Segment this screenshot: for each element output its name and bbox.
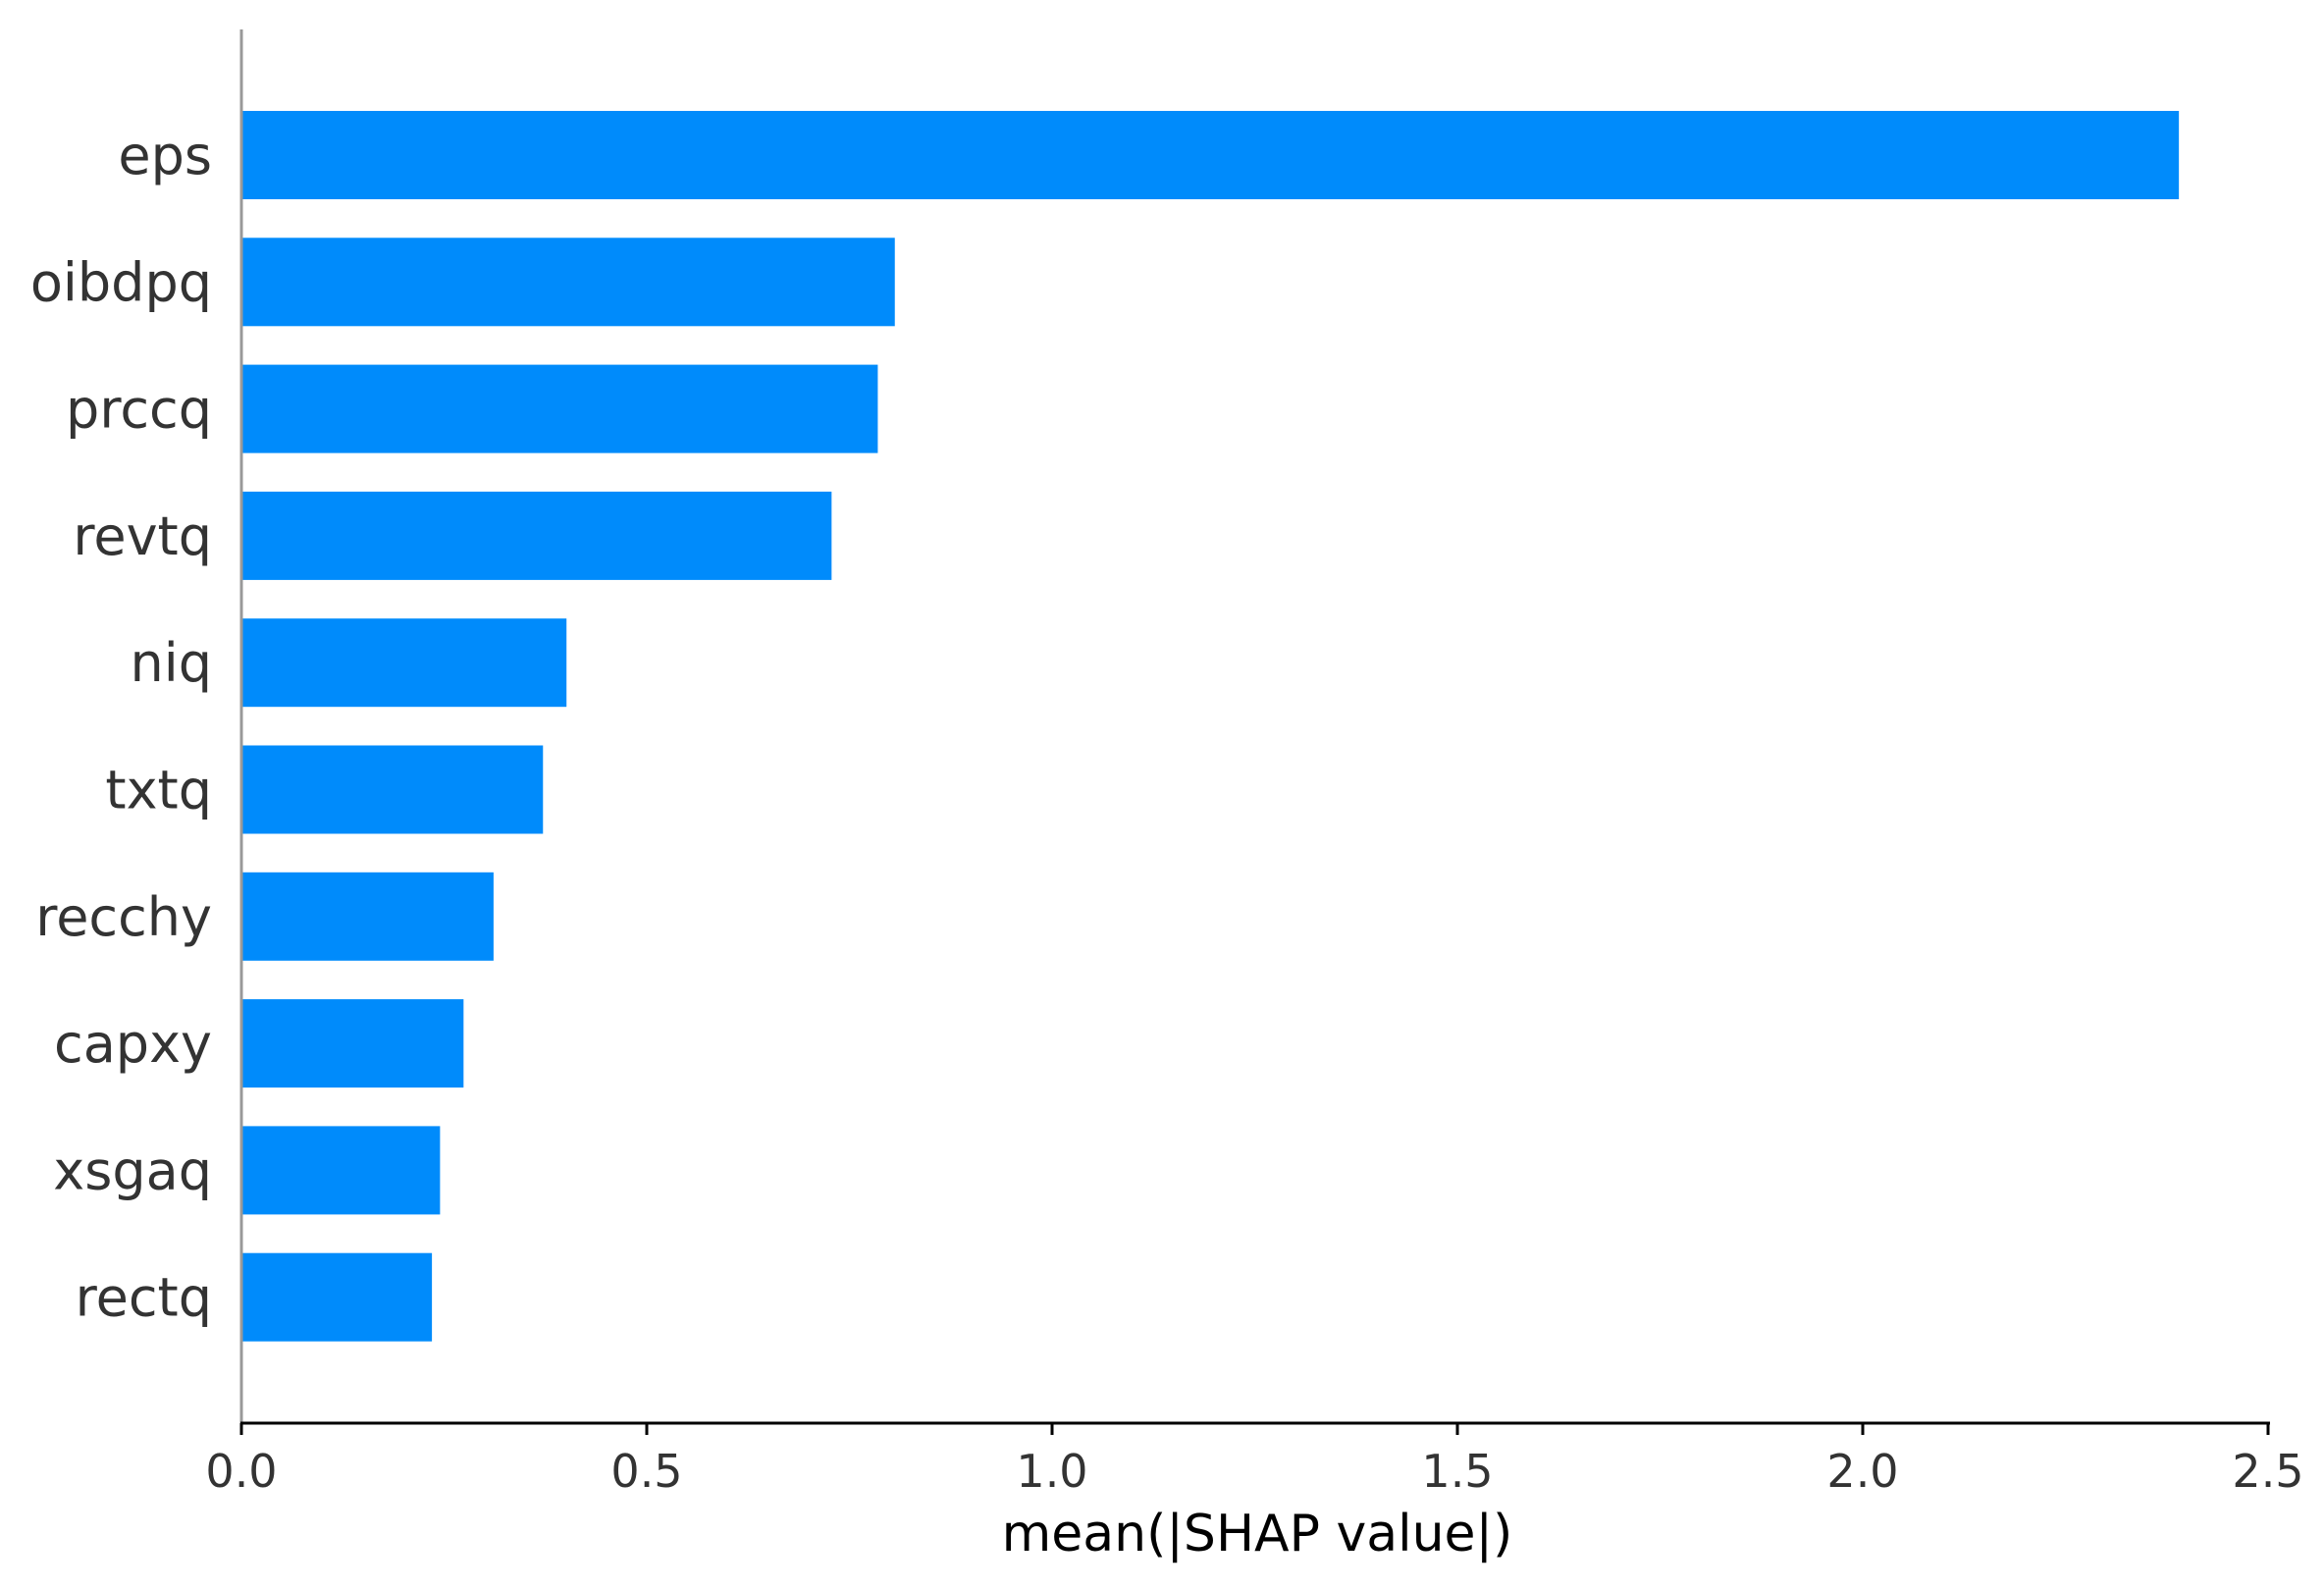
bar-recchy	[241, 872, 494, 961]
x-tick-label: 0.5	[610, 1445, 682, 1498]
y-tick-label-capxy: capxy	[54, 1013, 212, 1075]
y-tick-label-niq: niq	[130, 632, 212, 694]
y-tick-label-recchy: recchy	[35, 886, 212, 948]
bar-xsgaq	[241, 1126, 441, 1215]
bar-niq	[241, 618, 567, 708]
x-axis-label: mean(|SHAP value|)	[1002, 1505, 1513, 1563]
y-tick-label-eps: eps	[118, 125, 212, 186]
x-tick-label: 0.0	[205, 1445, 277, 1498]
bar-rectq	[241, 1252, 433, 1342]
bar-prccq	[241, 364, 878, 453]
x-ticks: 0.0 0.5 1.0 1.5 2.0 2.5	[205, 1423, 2304, 1498]
x-tick-label: 2.5	[2232, 1445, 2303, 1498]
y-tick-label-revtq: revtq	[73, 505, 212, 567]
x-tick-label: 2.0	[1826, 1445, 1898, 1498]
y-tick-label-prccq: prccq	[66, 379, 212, 441]
bar-capxy	[241, 999, 464, 1088]
bar-revtq	[241, 491, 832, 580]
x-tick-label: 1.0	[1016, 1445, 1087, 1498]
bars-group	[241, 111, 2180, 1342]
y-tick-labels: eps oibdpq prccq revtq niq txtq recchy capxy xsg…	[30, 125, 212, 1329]
y-tick-label-oibdpq: oibdpq	[30, 251, 212, 313]
bar-eps	[241, 111, 2180, 199]
bar-oibdpq	[241, 238, 895, 327]
y-tick-label-rectq: rectq	[76, 1267, 212, 1329]
y-tick-label-txtq: txtq	[105, 760, 212, 821]
y-tick-label-xsgaq: xsgaq	[53, 1139, 212, 1201]
x-tick-label: 1.5	[1421, 1445, 1493, 1498]
bar-txtq	[241, 745, 544, 834]
